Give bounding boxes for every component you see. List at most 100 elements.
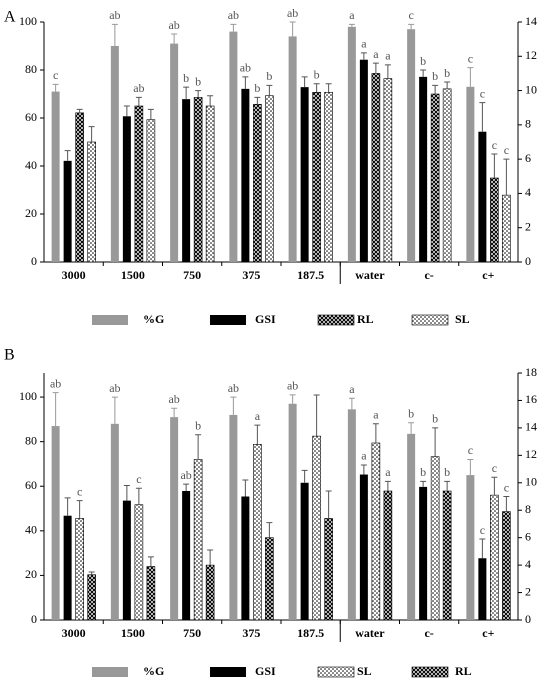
legend-label: %G — [143, 664, 164, 678]
y2-tick-label: 12 — [525, 447, 537, 461]
x-tick-label: c+ — [482, 626, 494, 640]
significance-letter: b — [432, 69, 438, 83]
legend-swatch — [92, 667, 128, 677]
significance-letter: b — [420, 465, 426, 479]
bar — [383, 78, 393, 263]
significance-letter: c — [480, 523, 485, 537]
error-bar — [467, 67, 474, 87]
legend-swatch — [411, 314, 449, 326]
significance-letter: b — [444, 66, 450, 80]
x-tick-label: 187.5 — [297, 268, 324, 282]
x-tick-label: 1500 — [121, 268, 145, 282]
bar — [265, 537, 274, 621]
y2-tick-label: 4 — [525, 557, 531, 571]
significance-letter: c — [492, 461, 497, 475]
bar — [265, 95, 274, 263]
significance-letter: b — [266, 69, 272, 83]
y-tick-label: 80 — [25, 62, 37, 76]
significance-letter: a — [385, 49, 391, 63]
error-bar — [301, 469, 308, 483]
significance-letter: ab — [228, 381, 239, 395]
bar — [371, 442, 381, 621]
bar — [419, 486, 428, 620]
significance-letter: ab — [133, 81, 144, 95]
significance-letter: a — [349, 382, 355, 396]
panel-label: B — [4, 347, 15, 364]
error-bar — [171, 33, 178, 44]
significance-letter: c — [468, 443, 473, 457]
error-bar — [408, 23, 415, 30]
error-bar — [360, 52, 367, 60]
error-bar — [123, 485, 130, 501]
bar — [430, 456, 440, 621]
bar — [478, 131, 487, 262]
y2-tick-label: 6 — [525, 529, 531, 543]
error-bar — [384, 480, 391, 492]
bar — [229, 414, 238, 620]
y2-tick-label: 0 — [525, 612, 531, 626]
error-bar — [242, 76, 249, 89]
x-tick-label: c- — [424, 268, 433, 282]
error-bar — [88, 126, 95, 142]
bar — [146, 566, 156, 621]
bar — [442, 88, 452, 263]
bar — [229, 31, 238, 262]
error-bar — [420, 69, 427, 77]
x-tick-label: 375 — [242, 268, 260, 282]
bar — [490, 177, 499, 263]
error-bar — [325, 490, 332, 519]
bar — [347, 409, 356, 620]
error-bar — [301, 76, 308, 88]
error-bar — [183, 86, 190, 100]
y2-tick-label: 14 — [525, 420, 537, 434]
bar — [51, 426, 60, 620]
bar — [324, 91, 333, 263]
bar — [193, 97, 203, 263]
error-bar — [242, 479, 249, 497]
significance-letter: a — [349, 8, 355, 22]
significance-letter: b — [314, 67, 320, 81]
legend-label: SL — [357, 664, 372, 678]
error-bar — [348, 23, 355, 27]
error-bar — [195, 90, 202, 98]
error-bar — [384, 64, 391, 79]
significance-letter: c — [480, 86, 485, 100]
x-tick-label: 3000 — [62, 626, 86, 640]
bar — [122, 116, 131, 263]
bar — [478, 558, 487, 620]
bar — [347, 26, 356, 262]
bar — [110, 423, 119, 620]
bar — [182, 99, 191, 263]
bar — [87, 141, 96, 263]
bar — [407, 433, 416, 620]
y-tick-label: 60 — [25, 110, 37, 124]
error-bar — [147, 108, 154, 120]
x-tick-label: 187.5 — [297, 626, 324, 640]
bar — [383, 490, 393, 621]
significance-letter: ab — [109, 381, 120, 395]
error-bar — [313, 394, 320, 437]
error-bar — [408, 422, 415, 434]
bar — [253, 444, 262, 621]
error-bar — [230, 23, 237, 32]
error-bar — [348, 397, 355, 410]
significance-letter: a — [373, 408, 379, 422]
bar — [430, 93, 440, 263]
significance-letter: a — [255, 409, 261, 423]
bar — [75, 112, 84, 263]
significance-letter: c — [492, 138, 497, 152]
y-tick-label: 80 — [25, 433, 37, 447]
bar — [170, 417, 179, 620]
error-bar — [111, 23, 118, 46]
x-tick-label: 750 — [183, 268, 201, 282]
x-tick-label: water — [355, 268, 385, 282]
significance-letter: ab — [240, 61, 251, 75]
bar — [502, 194, 511, 263]
y-tick-label: 40 — [25, 158, 37, 172]
bar — [502, 511, 511, 621]
error-bar — [325, 83, 332, 93]
bar — [110, 46, 119, 262]
error-bar — [372, 423, 379, 443]
error-bar — [479, 102, 486, 132]
